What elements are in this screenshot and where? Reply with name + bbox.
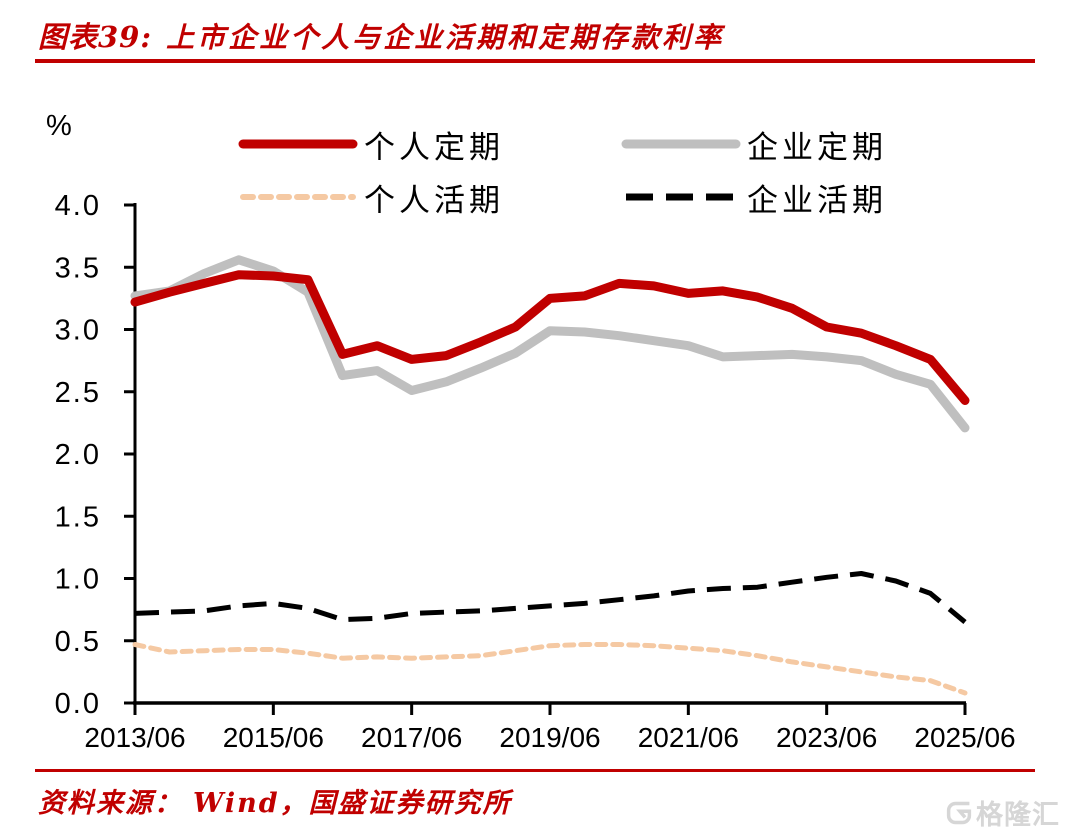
page-title: 上市企业个人与企业活期和定期存款利率 [166,21,725,54]
legend-label: 企业活期 [747,182,887,219]
legend-item-personal-demand-deposit: 个人活期 [238,177,621,219]
x-tick-label: 2017/06 [361,722,462,753]
series-line-personal-demand-deposit [132,642,968,696]
y-tick-label: 1.5 [55,501,101,533]
legend-item-corporate-time-deposit: 企业定期 [621,124,887,166]
footer-divider [35,769,1035,772]
corporate-time-deposit-line-icon [621,137,741,151]
y-tick-label: 0.5 [55,626,101,658]
y-tick-label: 4.0 [55,190,101,222]
legend-item-corporate-demand-deposit: 企业活期 [621,177,887,219]
chart-header: 图表39: 上市企业个人与企业活期和定期存款利率 [38,14,724,56]
x-tick-label: 2013/06 [84,722,185,753]
y-tick-label: 2.0 [55,439,101,471]
y-tick-label: 2.5 [55,377,101,409]
series-line-personal-time-deposit [130,270,970,405]
corporate-demand-deposit-line-icon [621,190,741,204]
y-tick-label: 3.5 [55,252,101,284]
y-axis-unit-label: % [46,110,72,142]
legend-label: 企业定期 [747,129,887,166]
gelonghui-logo-icon [946,800,972,826]
watermark: 格隆汇 [946,793,1060,832]
legend-label: 个人活期 [364,182,504,219]
watermark-text: 格隆汇 [976,800,1060,830]
legend-label: 个人定期 [364,129,504,166]
x-tick-label: 2025/06 [914,722,1015,753]
personal-demand-deposit-line-icon [238,190,358,204]
title-divider [35,59,1035,63]
x-tick-label: 2021/06 [638,722,739,753]
y-tick-label: 3.0 [55,315,101,347]
y-tick-label: 0.0 [55,688,101,720]
legend-item-personal-time-deposit: 个人定期 [238,124,621,166]
source-note: 资料来源： Wind，国盛证券研究所 [38,781,512,820]
figure-number: 图表39: [38,20,153,54]
x-tick-label: 2023/06 [776,722,877,753]
series-line-corporate-demand-deposit [134,571,967,625]
source-text: Wind，国盛证券研究所 [193,788,512,819]
x-tick-label: 2019/06 [499,722,600,753]
x-tick-label: 2015/06 [223,722,324,753]
y-tick-label: 1.0 [55,564,101,596]
source-label: 资料来源： [38,788,183,819]
chart-legend: 个人定期 企业定期 个人活期 企业活期 [238,124,887,219]
series-line-corporate-time-deposit [130,255,970,433]
personal-time-deposit-line-icon [238,137,358,151]
